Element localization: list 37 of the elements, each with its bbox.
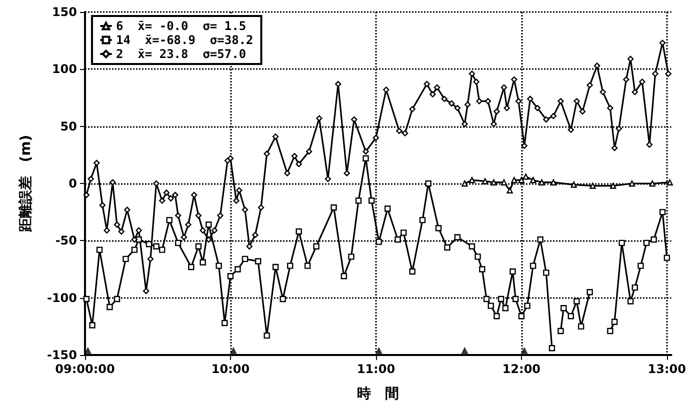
point (628, 180, 636, 187)
y-tick-label: 150 (52, 5, 77, 19)
x-tick-label: 12:00 (502, 362, 541, 376)
point (468, 176, 476, 184)
y-tick-label: -100 (46, 290, 77, 305)
y-tick-label: -50 (55, 234, 77, 248)
y-axis-title: 距離誤差 (m) (17, 134, 34, 234)
point (550, 179, 557, 186)
point (610, 182, 616, 189)
legend-label: 14 x̄=-68.9 σ=38.2 (116, 33, 254, 47)
y-tick-label: -150 (46, 348, 77, 362)
point (490, 179, 497, 186)
point (649, 180, 656, 187)
x-tick-label: 10:00 (211, 362, 250, 376)
point (518, 176, 525, 184)
legend-label: 6 x̄= -0.0 σ= 1.5 (116, 19, 246, 33)
legend-label: 2 x̄= 23.8 σ=57.0 (116, 47, 246, 61)
x-axis-title: 時 間 (357, 386, 400, 402)
point (520, 346, 528, 354)
point (530, 176, 536, 184)
point (666, 179, 673, 186)
y-tick-label: 0 (68, 176, 77, 190)
point (500, 179, 508, 186)
point (375, 346, 382, 354)
point (590, 182, 596, 189)
point (462, 180, 468, 187)
y-tick-label: 100 (52, 62, 77, 76)
x-tick-label: 11:00 (356, 362, 396, 376)
point (461, 346, 468, 354)
point (482, 178, 488, 184)
point (506, 187, 513, 194)
x-tick-label: 13:00 (648, 362, 686, 376)
point (230, 346, 237, 354)
x-tick-label: 09:00:00 (55, 362, 115, 376)
point (538, 179, 545, 186)
y-tick-label: 50 (60, 119, 77, 134)
point (511, 176, 518, 184)
